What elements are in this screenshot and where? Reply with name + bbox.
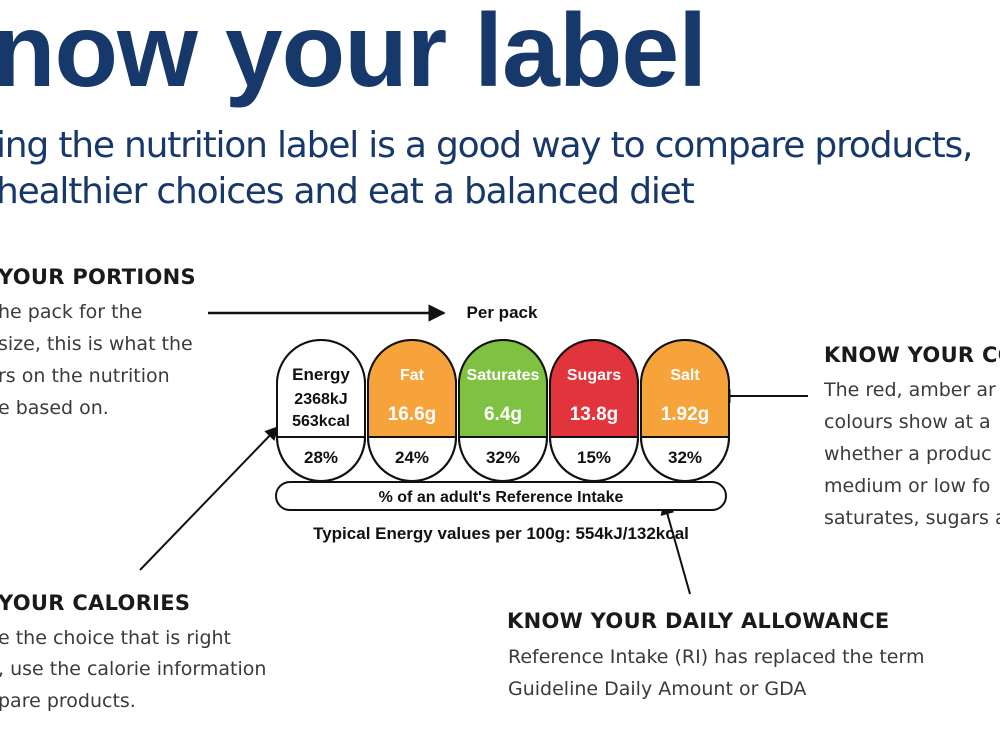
colours-text-line: medium or low fo (824, 475, 991, 497)
calories-heading: YOUR CALORIES (0, 591, 191, 615)
allowance-text-line: Reference Intake (RI) has replaced the t… (508, 646, 925, 668)
nutrient-name: Energy (292, 365, 350, 384)
nutrient-percent: 15% (577, 448, 611, 467)
calories-arrow (139, 425, 279, 571)
nutrient-cell-energy: Energy 2368kJ 563kcal 28% (276, 339, 366, 482)
portions-text-line: he pack for the (0, 301, 143, 323)
allowance-heading: KNOW YOUR DAILY ALLOWANCE (507, 609, 890, 633)
colours-heading: KNOW YOUR CO (824, 343, 1000, 367)
page-title: now your label (0, 0, 707, 109)
nutrient-cell-sugars: Sugars 13.8g 15% (549, 339, 639, 482)
portions-text-line: rs on the nutrition (0, 365, 170, 387)
nutrient-value: 6.4g (484, 404, 522, 425)
subtitle-line-1: ing the nutrition label is a good way to… (0, 125, 974, 166)
nutrient-cells: Energy 2368kJ 563kcal 28% Fat 16.6g 24% Saturat… (276, 339, 730, 482)
portions-heading: YOUR PORTIONS (0, 265, 196, 289)
colours-text-line: colours show at a (824, 411, 991, 433)
nutrient-value: 563kcal (292, 413, 350, 430)
nutrient-value: 16.6g (388, 404, 437, 425)
calories-text-line: pare products. (0, 690, 136, 712)
nutrient-cell-salt: Salt 1.92g 32% (640, 339, 730, 482)
ri-label: % of an adult's Reference Intake (379, 489, 624, 506)
nutrient-name: Saturates (467, 367, 540, 384)
nutrient-percent: 28% (304, 448, 338, 467)
portions-text-line: size, this is what the (0, 333, 193, 355)
colours-text-line: saturates, sugars a (824, 507, 1000, 529)
nutrient-cell-saturates: Saturates 6.4g 32% (458, 339, 548, 482)
typical-energy-text: Typical Energy values per 100g: 554kJ/13… (313, 524, 689, 543)
nutrient-percent: 32% (668, 448, 702, 467)
portions-text-line: e based on. (0, 397, 109, 419)
nutrient-name: Sugars (567, 367, 621, 384)
nutrient-cell-fat: Fat 16.6g 24% (367, 339, 457, 482)
allowance-text-line: Guideline Daily Amount or GDA (508, 678, 807, 700)
nutrient-value: 13.8g (570, 404, 619, 425)
nutrient-name: Salt (670, 367, 700, 384)
nutrient-value: 1.92g (661, 404, 710, 425)
nutrient-value: 2368kJ (294, 391, 347, 408)
nutrient-percent: 32% (486, 448, 520, 467)
per-pack-label: Per pack (467, 303, 538, 322)
ri-pill (275, 481, 727, 511)
subtitle-line-2: healthier choices and eat a balanced die… (0, 171, 695, 212)
colours-text-line: whether a produc (824, 443, 992, 465)
calories-text-line: , use the calorie information (0, 658, 267, 680)
colours-text-line: The red, amber ar (824, 379, 996, 401)
allowance-arrow (660, 500, 691, 595)
nutrient-name: Fat (400, 367, 425, 384)
nutrient-percent: 24% (395, 448, 429, 467)
calories-text-line: e the choice that is right (0, 627, 232, 649)
